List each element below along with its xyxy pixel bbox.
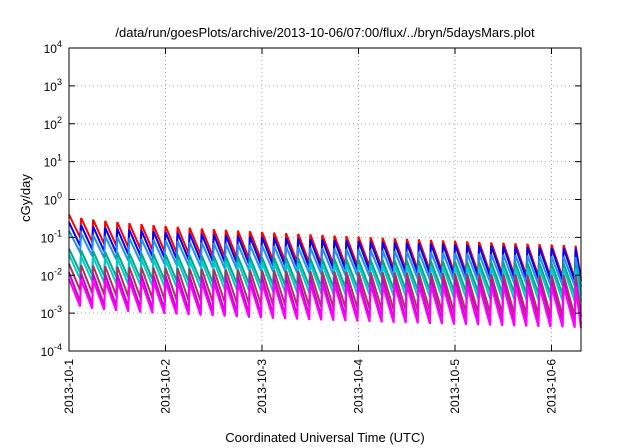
y-tick-label: 10-1 (41, 228, 62, 245)
y-axis-label: cGy/day (18, 174, 33, 222)
x-axis: 2013-10-1 2013-10-2 2013-10-3 2013-10-4 2013… (62, 48, 559, 414)
y-axis: 10-4 10-3 10-2 10-1 100 101 102 103 104 (41, 39, 581, 359)
series-line-8 (68, 278, 582, 329)
y-tick-label: 102 (44, 115, 62, 132)
x-axis-label: Coordinated Universal Time (UTC) (225, 430, 424, 445)
grid (69, 48, 581, 351)
series-line-3 (68, 229, 582, 287)
series-line-5 (68, 254, 582, 302)
x-tick-label: 2013-10-2 (159, 359, 173, 414)
y-tick-label: 100 (44, 191, 62, 208)
x-tick-label: 2013-10-5 (448, 359, 462, 414)
x-tick-label: 2013-10-3 (255, 359, 269, 414)
x-tick-label: 2013-10-6 (545, 359, 559, 414)
x-tick-label: 2013-10-1 (62, 359, 76, 414)
y-tick-label: 10-4 (41, 342, 62, 359)
x-tick-label: 2013-10-4 (352, 359, 366, 414)
series-line-7 (68, 271, 582, 325)
series-group (68, 214, 582, 329)
y-tick-label: 101 (44, 153, 62, 170)
chart-title: /data/run/goesPlots/archive/2013-10-06/0… (115, 25, 535, 40)
series-line-2 (68, 221, 582, 282)
y-tick-label: 103 (44, 77, 62, 94)
y-tick-label: 10-2 (41, 266, 62, 283)
y-tick-label: 104 (44, 39, 62, 56)
series-line-6 (68, 263, 582, 317)
y-tick-label: 10-3 (41, 304, 62, 321)
series-line-4 (68, 248, 582, 296)
